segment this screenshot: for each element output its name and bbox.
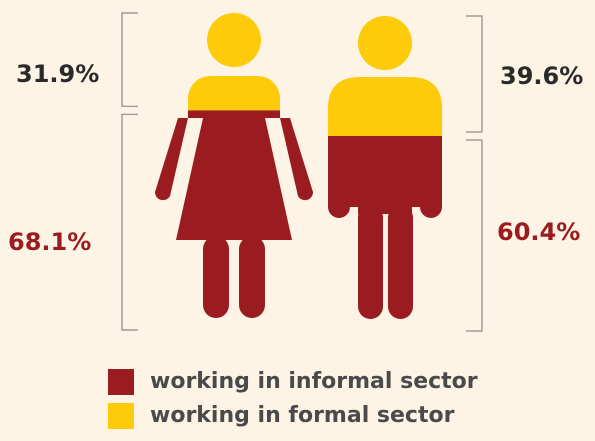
legend-item-formal: working in formal sector	[108, 403, 454, 429]
man-figure-icon	[328, 16, 442, 319]
women-formal-bracket	[121, 12, 138, 107]
men-formal-value-label: 39.6%	[500, 62, 584, 90]
men-informal-bracket	[466, 139, 483, 332]
men-informal-value-label: 60.4%	[497, 218, 581, 246]
legend-label-informal: working in informal sector	[150, 369, 478, 394]
legend-swatch-informal	[108, 369, 134, 395]
women-informal-bracket	[121, 113, 138, 331]
women-informal-value-label: 68.1%	[8, 228, 92, 256]
legend-label-formal: working in formal sector	[150, 403, 455, 428]
men-formal-bracket	[466, 15, 483, 133]
women-formal-value-label: 31.9%	[16, 60, 100, 88]
legend-item-informal: working in informal sector	[108, 369, 478, 395]
legend-swatch-formal	[108, 403, 134, 429]
woman-figure-icon	[154, 13, 314, 318]
